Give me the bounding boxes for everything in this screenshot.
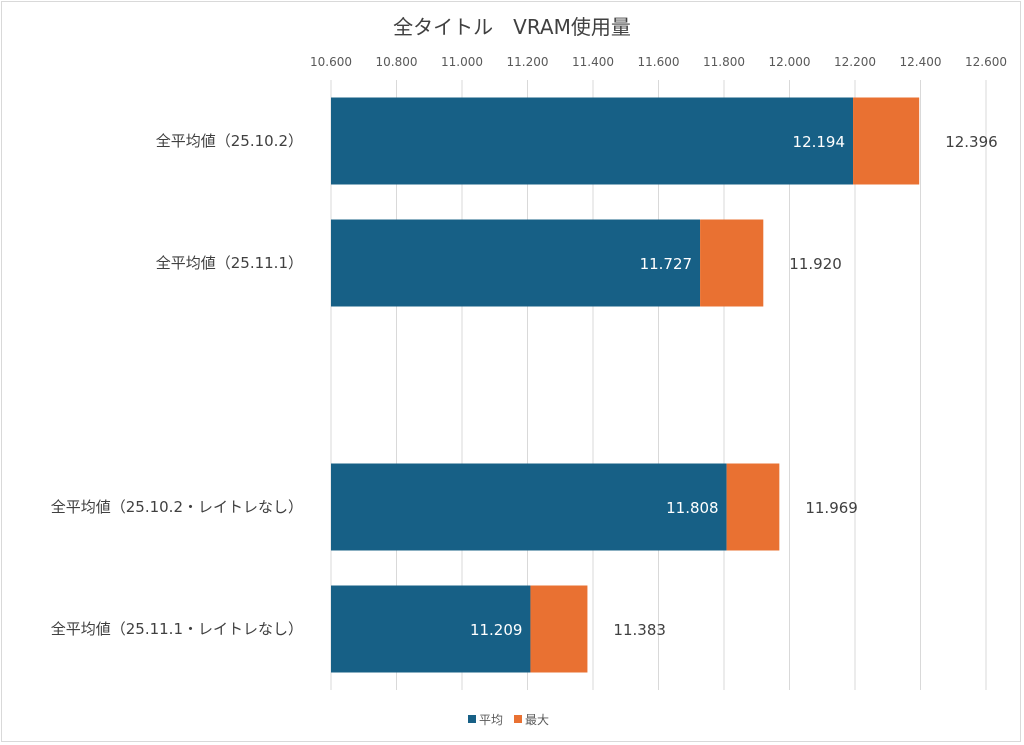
x-tick-label: 10.600 <box>310 55 352 69</box>
x-tick-label: 11.000 <box>441 55 483 69</box>
bar-avg <box>331 219 701 307</box>
category-label: 全平均値（25.10.2） <box>156 132 303 150</box>
chart-title: 全タイトル VRAM使用量 <box>393 15 631 39</box>
data-label-max: 11.920 <box>789 255 842 273</box>
data-label-max: 11.383 <box>613 621 666 639</box>
legend-swatch <box>514 715 522 723</box>
x-tick-labels: 10.600 10.800 11.000 11.200 11.400 11.600 11.8… <box>310 55 1007 69</box>
data-label-avg: 11.209 <box>470 621 523 639</box>
data-label-avg: 11.808 <box>666 499 719 517</box>
bar-max <box>700 219 764 307</box>
data-label-avg: 11.727 <box>640 255 693 273</box>
bar-max <box>726 463 780 551</box>
x-tick-label: 11.800 <box>703 55 745 69</box>
x-tick-label: 11.600 <box>638 55 680 69</box>
bar-max <box>853 97 920 185</box>
bar-avg <box>331 585 531 673</box>
x-tick-label: 12.400 <box>900 55 942 69</box>
x-tick-label: 11.400 <box>572 55 614 69</box>
legend-label: 平均 <box>479 713 503 727</box>
data-label-max: 11.969 <box>805 499 858 517</box>
data-labels: 12.194 12.396 11.727 11.920 11.808 11.969 11.2… <box>470 133 998 639</box>
bars <box>331 97 920 673</box>
bar-avg <box>331 97 854 185</box>
data-label-avg: 12.194 <box>793 133 846 151</box>
bar-avg <box>331 463 727 551</box>
bar-max <box>530 585 588 673</box>
x-tick-label: 10.800 <box>376 55 418 69</box>
x-tick-label: 12.200 <box>834 55 876 69</box>
x-tick-label: 12.000 <box>769 55 811 69</box>
x-tick-label: 12.600 <box>965 55 1007 69</box>
x-tick-label: 11.200 <box>507 55 549 69</box>
category-labels: 全平均値（25.10.2） 全平均値（25.11.1） 全平均値（25.10.2・レ… <box>51 132 303 638</box>
legend-swatch <box>468 715 476 723</box>
legend: 平均 最大 <box>468 713 549 727</box>
category-label: 全平均値（25.11.1・レイトレなし） <box>51 620 303 638</box>
legend-label: 最大 <box>525 713 549 727</box>
data-label-max: 12.396 <box>945 133 998 151</box>
category-label: 全平均値（25.11.1） <box>156 254 303 272</box>
category-label: 全平均値（25.10.2・レイトレなし） <box>51 498 303 516</box>
